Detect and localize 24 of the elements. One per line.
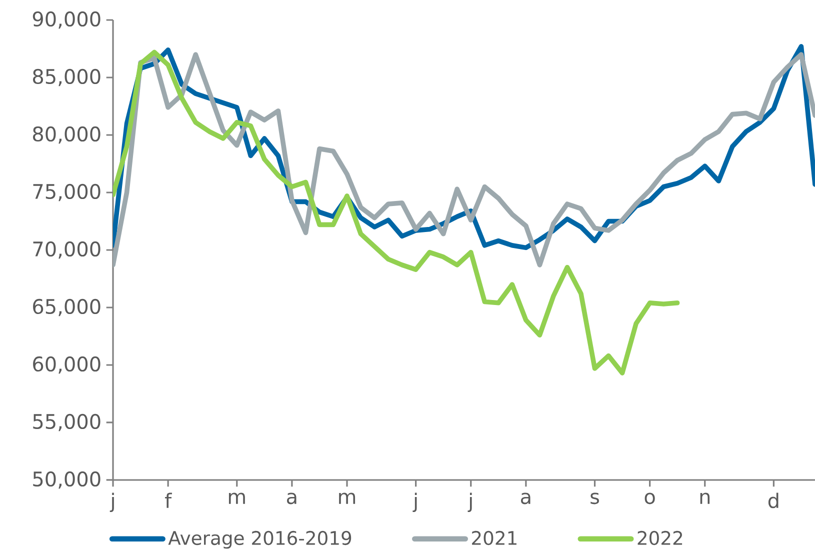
x-tick-label: a [287,492,296,504]
y-tick-label: 75,000 [33,184,100,202]
x-tick-label: f [165,492,172,508]
legend-label: Average 2016-2019 [168,530,352,549]
x-tick-label: s [590,492,599,504]
y-tick-label: 85,000 [33,68,100,86]
y-tick-label: 80,000 [33,126,100,144]
x-tick-label: m [339,492,356,504]
y-tick-label: 70,000 [33,241,100,259]
y-tick-label: 55,000 [33,414,100,432]
x-tick-label: j [412,492,417,512]
x-tick-label: j [468,492,472,512]
x-tick-label: d [768,492,778,508]
x-tick-label: j [110,492,114,512]
y-tick-label: 50,000 [33,471,100,489]
x-tick-label: n [700,492,710,504]
y-tick-label: 60,000 [33,356,100,374]
x-tick-label: m [228,492,245,504]
x-tick-label: o [644,492,655,504]
y-tick-label: 90,000 [32,11,100,29]
legend-label: 2021 [472,530,516,546]
x-tick-label: a [521,492,530,504]
legend-label: 2022 [638,530,682,546]
y-tick-label: 65,000 [33,298,100,316]
